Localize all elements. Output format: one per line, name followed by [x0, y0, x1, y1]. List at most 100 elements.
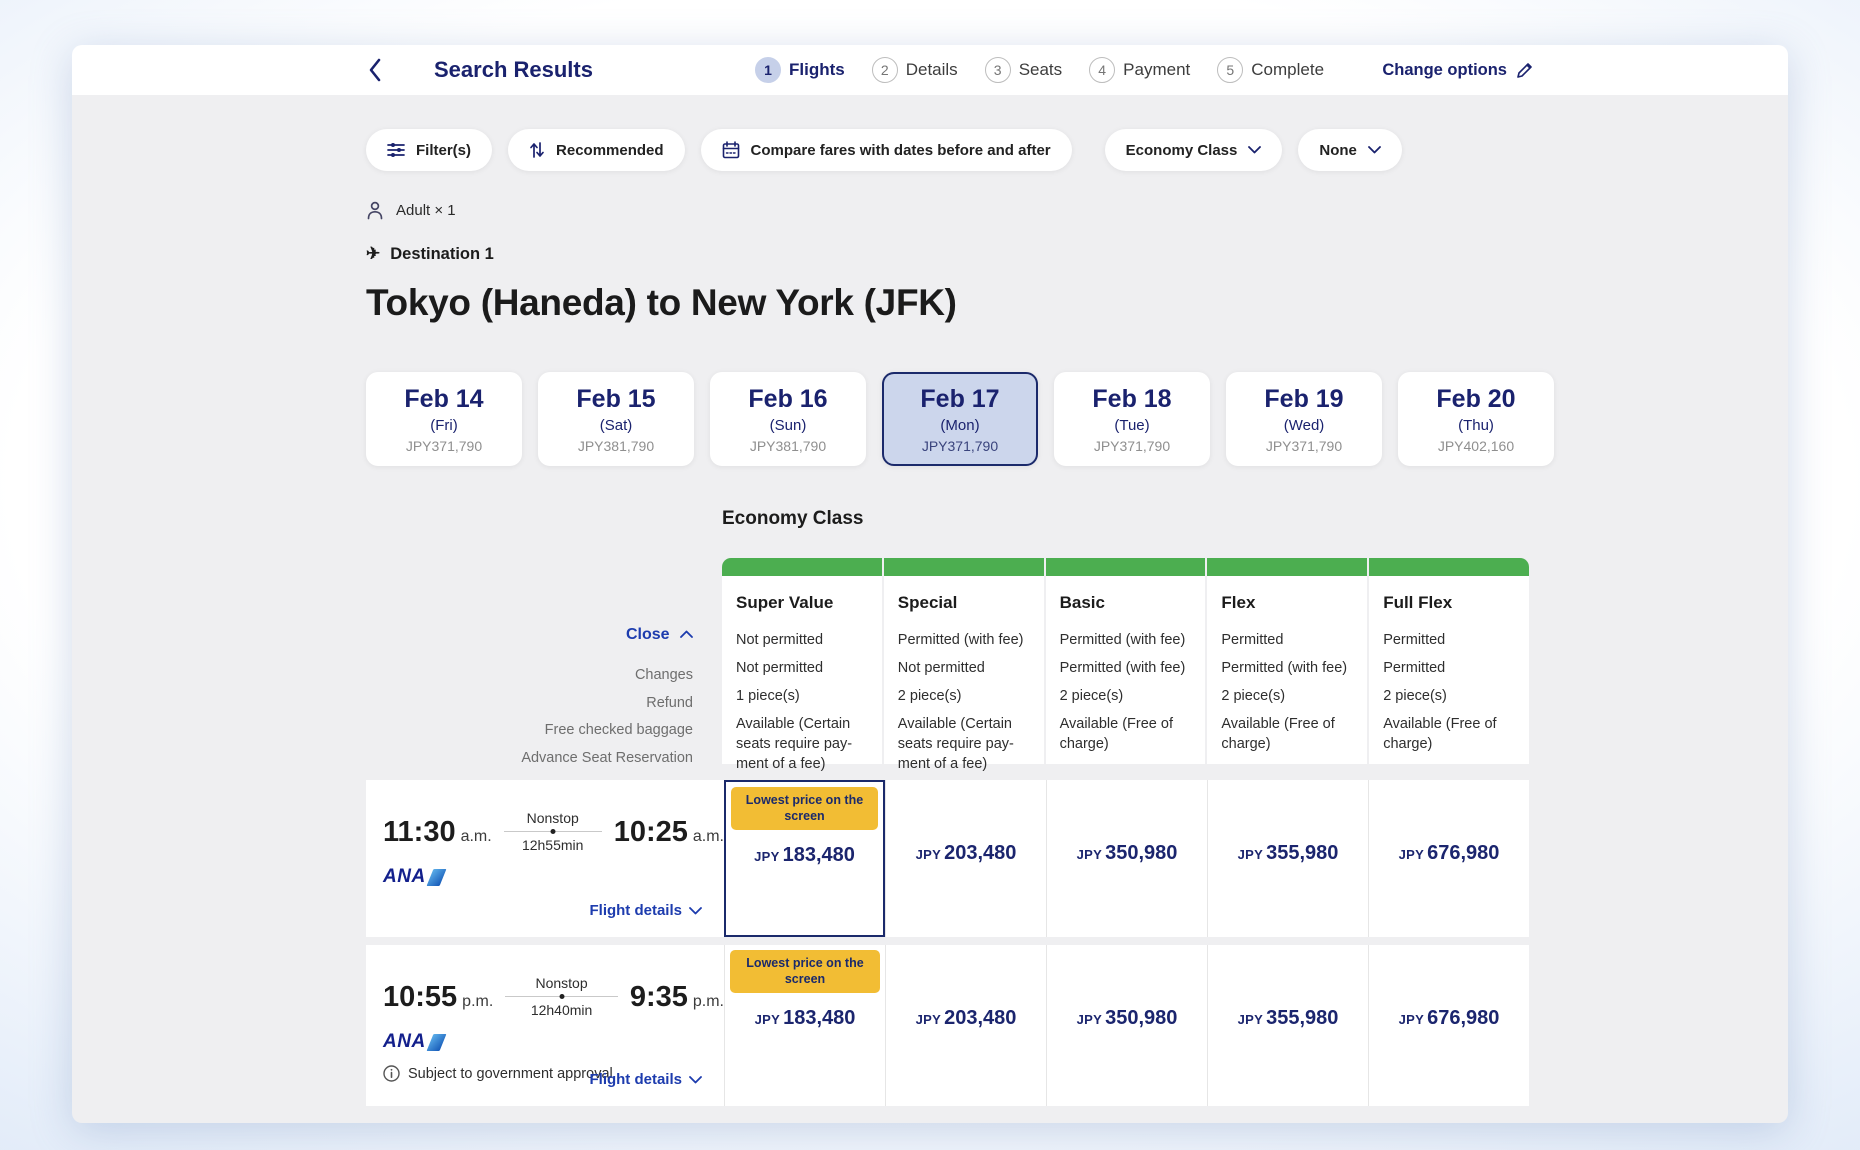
- fare-price: JPY 203,480: [886, 842, 1046, 865]
- back-button[interactable]: [368, 57, 390, 83]
- fare-baggage: 2 piece(s): [897, 688, 962, 704]
- fare-seat: Available (Certain seats require pay­men…: [897, 716, 1014, 772]
- date-tab-feb14[interactable]: Feb 14 (Fri) JPY371,790: [366, 372, 522, 466]
- date-tabs: Feb 14 (Fri) JPY371,790 Feb 15 (Sat) JPY…: [366, 372, 1788, 466]
- filter-bar: Filter(s) Recommended Compare fares with…: [366, 129, 1788, 171]
- fare-changes: Permitted: [1383, 632, 1446, 648]
- fare-baggage: 2 piece(s): [1383, 688, 1447, 704]
- segment-line: [503, 992, 620, 1001]
- date-tab-feb18[interactable]: Feb 18 (Tue) JPY371,790: [1054, 372, 1210, 466]
- fare-refund: Permitted (with fee): [1059, 660, 1186, 676]
- step-complete: 5 Complete: [1217, 57, 1324, 83]
- fare-baggage: 2 piece(s): [1221, 688, 1286, 704]
- fare-price: JPY 350,980: [1047, 1007, 1207, 1030]
- none-dropdown[interactable]: None: [1298, 129, 1402, 171]
- page-title: Search Results: [434, 57, 593, 82]
- date-price: JPY402,160: [1437, 437, 1515, 454]
- date-label: Feb 18: [1092, 384, 1172, 413]
- date-tab-feb19[interactable]: Feb 19 (Wed) JPY371,790: [1226, 372, 1382, 466]
- fare-baggage: 2 piece(s): [1059, 688, 1124, 704]
- chevron-down-icon: [1248, 146, 1262, 154]
- date-tab-feb20[interactable]: Feb 20 (Thu) JPY402,160: [1398, 372, 1554, 466]
- booking-stepper: 1 Flights 2 Details 3 Seats 4 Payment 5 …: [755, 45, 1324, 95]
- arr-ampm: a.m.: [692, 828, 724, 845]
- flight-segment-summary: Nonstop 12h55min: [502, 810, 604, 853]
- close-label: Close: [625, 626, 670, 643]
- dep-ampm: p.m.: [462, 993, 494, 1010]
- flight-details-button[interactable]: Flight details: [589, 902, 702, 919]
- compare-fares-button[interactable]: Compare fares with dates before and afte…: [700, 129, 1072, 171]
- amount: 676,980: [1427, 1007, 1500, 1029]
- step-details: 2 Details: [871, 57, 958, 83]
- fare-price: JPY 355,980: [1208, 1007, 1368, 1030]
- close-fare-details-button[interactable]: Close: [366, 626, 707, 644]
- date-tab-feb15[interactable]: Feb 15 (Sat) JPY381,790: [538, 372, 694, 466]
- date-tab-feb16[interactable]: Feb 16 (Sun) JPY381,790: [710, 372, 866, 466]
- price-basic[interactable]: JPY 350,980: [1046, 780, 1207, 937]
- ana-slash-mark: [426, 868, 447, 886]
- currency: JPY: [1398, 847, 1425, 862]
- day-label: (Wed): [1283, 416, 1325, 434]
- price-super-value-selected[interactable]: Lowest price on the screen JPY 183,480: [724, 780, 885, 937]
- fare-label-seat-reservation: Advance Seat Reservation: [521, 749, 693, 766]
- fare-name: Flex: [1221, 593, 1256, 612]
- day-label: (Fri): [430, 416, 458, 434]
- fare-name: Full Flex: [1383, 593, 1453, 612]
- airline-logo: ANA: [383, 866, 724, 888]
- none-label: None: [1319, 141, 1357, 159]
- stops-label: Nonstop: [526, 810, 579, 826]
- flight-details-label: Flight details: [589, 902, 682, 919]
- fare-label-changes: Changes: [634, 667, 693, 683]
- price-basic[interactable]: JPY 350,980: [1046, 945, 1207, 1106]
- fare-price: JPY 676,980: [1369, 1007, 1529, 1030]
- fare-changes: Permitted: [1221, 632, 1284, 648]
- fare-grid: Super Value Not permitted Not permitted …: [722, 558, 1529, 772]
- price-super-value[interactable]: Lowest price on the screen JPY 183,480: [724, 945, 885, 1106]
- price-special[interactable]: JPY 203,480: [885, 780, 1046, 937]
- step-label: Seats: [1018, 60, 1063, 79]
- filters-button[interactable]: Filter(s): [366, 129, 493, 171]
- step-label: Flights: [789, 60, 845, 79]
- date-price: JPY381,790: [577, 437, 655, 454]
- fare-seat: Available (Free of charge): [1059, 716, 1173, 752]
- day-label: (Mon): [940, 416, 980, 434]
- arrival-time: 10:25 a.m.: [614, 816, 724, 849]
- date-label: Feb 16: [748, 384, 828, 413]
- fare-comparison-section: Economy Class Close Changes Refund Free …: [366, 508, 1529, 772]
- price-special[interactable]: JPY 203,480: [885, 945, 1046, 1106]
- dep-time-value: 11:30: [383, 816, 456, 848]
- fare-name: Basic: [1059, 593, 1105, 612]
- price-flex[interactable]: JPY 355,980: [1207, 780, 1368, 937]
- price-full-flex[interactable]: JPY 676,980: [1368, 945, 1529, 1106]
- chevron-left-icon: [369, 58, 381, 82]
- fare-changes: Permitted (with fee): [897, 632, 1024, 648]
- sliders-icon: [387, 143, 405, 157]
- flight-details-button[interactable]: Flight details: [589, 1071, 702, 1088]
- step-label: Payment: [1123, 60, 1191, 79]
- departure-time: 10:55 p.m.: [383, 981, 493, 1014]
- passenger-count: Adult × 1: [396, 202, 456, 219]
- lowest-price-badge: Lowest price on the screen: [731, 787, 878, 830]
- currency: JPY: [754, 849, 780, 864]
- fare-baggage: 1 piece(s): [736, 688, 800, 704]
- main-card: Search Results 1 Flights 2 Details 3 Sea…: [72, 45, 1788, 1123]
- lowest-price-badge: Lowest price on the screen: [730, 950, 880, 993]
- date-tab-feb17-selected[interactable]: Feb 17 (Mon) JPY371,790: [882, 372, 1038, 466]
- fare-refund: Not permitted: [897, 660, 985, 676]
- sort-button[interactable]: Recommended: [508, 129, 685, 171]
- stops-label: Nonstop: [535, 975, 588, 991]
- amount: 350,980: [1105, 1007, 1178, 1029]
- price-full-flex[interactable]: JPY 676,980: [1368, 780, 1529, 937]
- fare-label-refund: Refund: [646, 694, 693, 711]
- change-options-button[interactable]: Change options: [1382, 61, 1533, 80]
- cabin-class-dropdown[interactable]: Economy Class: [1104, 129, 1283, 171]
- fare-price: JPY 183,480: [725, 1007, 885, 1030]
- date-price: JPY371,790: [1093, 437, 1171, 454]
- info-icon: [383, 1065, 400, 1082]
- content-area: Filter(s) Recommended Compare fares with…: [72, 95, 1788, 1106]
- price-flex[interactable]: JPY 355,980: [1207, 945, 1368, 1106]
- flight-times: 10:55 p.m. Nonstop 12h40min 9:35 p.m.: [383, 975, 724, 1018]
- arr-time-value: 10:25: [613, 816, 688, 848]
- step-number: 2: [871, 57, 898, 83]
- day-label: (Sat): [599, 416, 633, 434]
